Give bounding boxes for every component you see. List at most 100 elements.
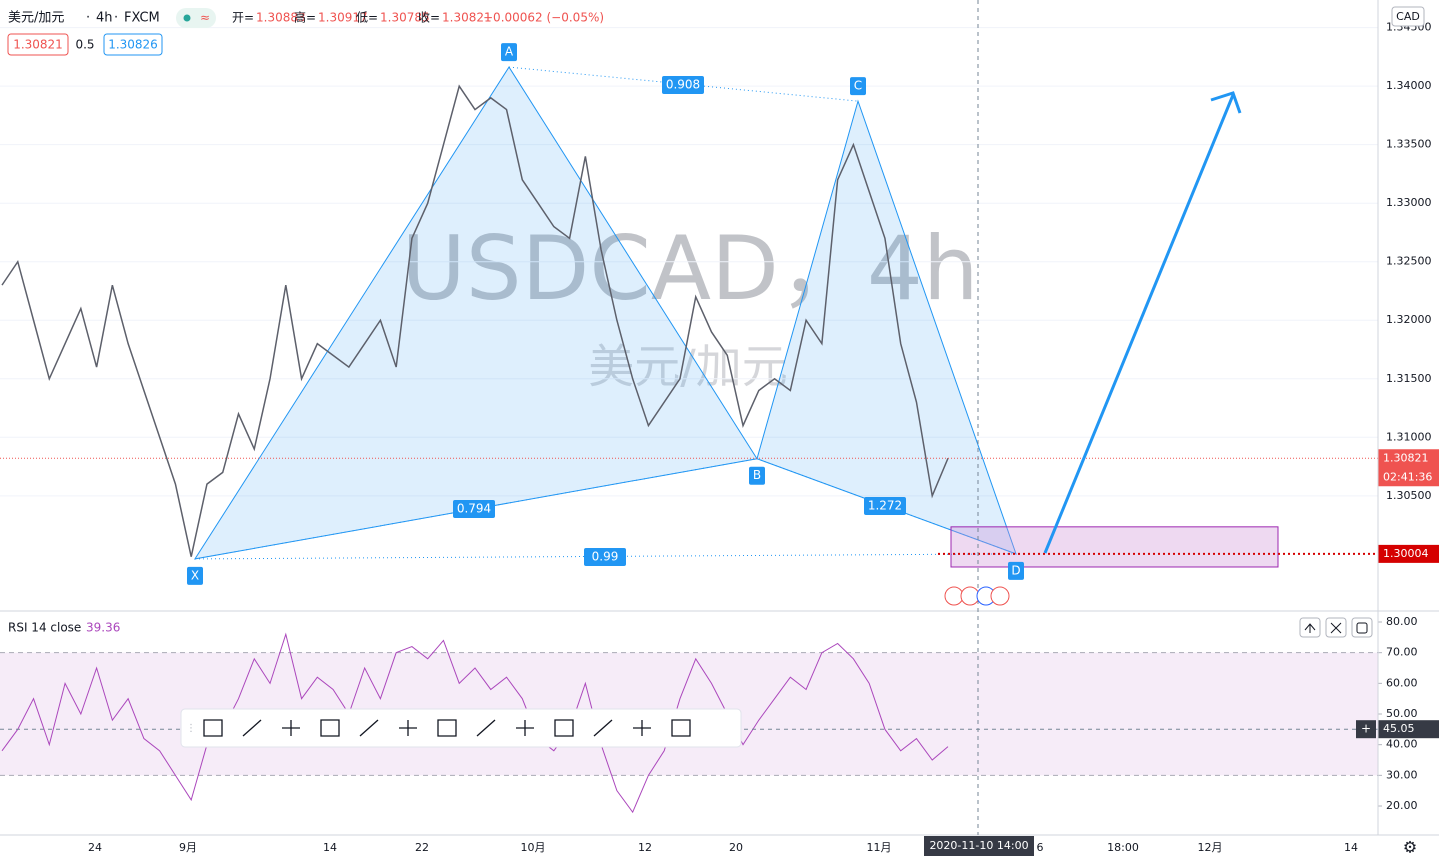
- toolbar-button[interactable]: [313, 713, 347, 743]
- toolbar-icon: [242, 719, 262, 737]
- target-label: 1.30004: [1383, 547, 1429, 560]
- toolbar-icon: [554, 719, 574, 737]
- pattern-point-label: A: [505, 45, 514, 59]
- y-tick-label: 30.00: [1386, 768, 1418, 781]
- countdown: 02:41:36: [1383, 470, 1432, 483]
- spread: 0.5: [75, 38, 94, 52]
- exchange: FXCM: [124, 11, 160, 26]
- x-tick-label: 14: [323, 841, 337, 854]
- x-tick-label: 14: [1344, 841, 1358, 854]
- ohlc-value: 1.30821: [442, 11, 492, 25]
- market-status[interactable]: [176, 8, 216, 28]
- toolbar-icon: [399, 720, 417, 736]
- pattern-point-box: [749, 466, 765, 485]
- toolbar-icon: [359, 719, 379, 737]
- ratio-box: [453, 500, 495, 518]
- x-tick-label: 20: [729, 841, 743, 854]
- toolbar-icon: [282, 720, 300, 736]
- drawing-toolbar: ⋮: [180, 708, 742, 748]
- ohlc-value: 1.30917: [318, 11, 368, 25]
- ohlc-label: 开=: [232, 11, 254, 25]
- ratio-label: 0.908: [666, 78, 700, 92]
- x-tick-label: 10月: [521, 841, 546, 854]
- pattern-point-label: B: [753, 468, 761, 482]
- ohlc-label: 高=: [294, 10, 316, 25]
- y-tick-label: 1.30500: [1386, 489, 1432, 502]
- toolbar-icon: [437, 719, 457, 737]
- toolbar-button[interactable]: [664, 713, 698, 743]
- x-tick-label: 22: [415, 841, 429, 854]
- y-tick-label: 80.00: [1386, 615, 1418, 628]
- toolbar-icon: [476, 719, 496, 737]
- target-zone: [950, 526, 1279, 568]
- y-tick-label: 1.31500: [1386, 372, 1432, 385]
- crosshair-value-box: [1378, 720, 1439, 739]
- x-tick-label: 9月: [179, 841, 197, 854]
- x-tick-label: 12: [638, 841, 652, 854]
- pattern-point-label: D: [1011, 563, 1020, 577]
- pattern-point-box: [1008, 561, 1024, 580]
- crosshair-value: 45.05: [1383, 722, 1415, 735]
- rsi-line: [1, 632, 949, 814]
- toolbar-icon: [593, 719, 613, 737]
- ratio-line: [194, 553, 1017, 560]
- pattern-point-label: X: [191, 568, 199, 582]
- x-tick-label: 11月: [867, 841, 892, 854]
- toolbar-button[interactable]: [196, 713, 230, 743]
- x-tick-label: 6: [1037, 841, 1044, 854]
- pattern-point-box: [501, 43, 517, 62]
- watermark-sub: 美元/加元: [588, 340, 788, 394]
- toolbar-icon: [203, 719, 223, 737]
- ask-box[interactable]: [103, 33, 163, 56]
- y-tick-label: 1.33500: [1386, 138, 1432, 151]
- crosshair-time-box: [924, 836, 1034, 856]
- toolbar-button[interactable]: [430, 713, 464, 743]
- pane-button-icons: [1304, 622, 1368, 634]
- crosshair-plus-icon: +: [1361, 722, 1371, 736]
- toolbar-button[interactable]: [547, 713, 581, 743]
- toolbar-icon: [633, 720, 651, 736]
- ohlc-label: 低=: [356, 11, 378, 25]
- last-price-box: [1378, 449, 1439, 487]
- rsi-last: 39.36: [86, 621, 120, 635]
- ratio-label: 1.272: [868, 499, 902, 513]
- y-tick-label: 70.00: [1386, 646, 1418, 659]
- toolbar-icon: [671, 719, 691, 737]
- y-tick-label: 1.33000: [1386, 196, 1432, 209]
- ratio-box: [584, 548, 626, 566]
- y-tick-label: 50.00: [1386, 707, 1418, 720]
- event-icons[interactable]: [944, 586, 1010, 606]
- bid-box[interactable]: [7, 33, 69, 56]
- x-tick-label: 12月: [1198, 841, 1223, 854]
- ask: 1.30826: [108, 38, 158, 52]
- symbol[interactable]: 美元/加元: [8, 11, 64, 26]
- pattern-point-box: [187, 566, 203, 585]
- ratio-box: [662, 76, 704, 94]
- y-tick-label: 1.32500: [1386, 255, 1432, 268]
- y-tick-label: 1.31000: [1386, 430, 1432, 443]
- x-tick-label: 24: [88, 841, 102, 854]
- change: −0.00062 (−0.05%): [483, 11, 604, 25]
- price-line: [1, 84, 949, 557]
- toolbar-icon: [320, 719, 340, 737]
- rsi-title: RSI 14 close: [8, 621, 81, 635]
- ratio-line: [508, 66, 859, 102]
- y-tick-label: 20.00: [1386, 799, 1418, 812]
- status-dot: [183, 14, 191, 22]
- y-tick-label: 1.34000: [1386, 79, 1432, 92]
- interval[interactable]: 4h: [96, 11, 113, 26]
- ohlc-value: 1.30785: [380, 11, 430, 25]
- target-box: [1378, 544, 1439, 563]
- ratio-label: 0.99: [592, 550, 619, 564]
- currency-box[interactable]: [1391, 6, 1425, 27]
- y-tick-label: 60.00: [1386, 676, 1418, 689]
- settings[interactable]: ⚙: [1403, 838, 1417, 857]
- crosshair-time: 2020-11-10 14:00: [929, 839, 1028, 852]
- ohlc-label: 收=: [418, 11, 440, 25]
- ratio-box: [864, 497, 906, 515]
- status-icon: ≈: [200, 11, 210, 25]
- toolbar-icon: [516, 720, 534, 736]
- crosshair-plus: [1356, 720, 1376, 739]
